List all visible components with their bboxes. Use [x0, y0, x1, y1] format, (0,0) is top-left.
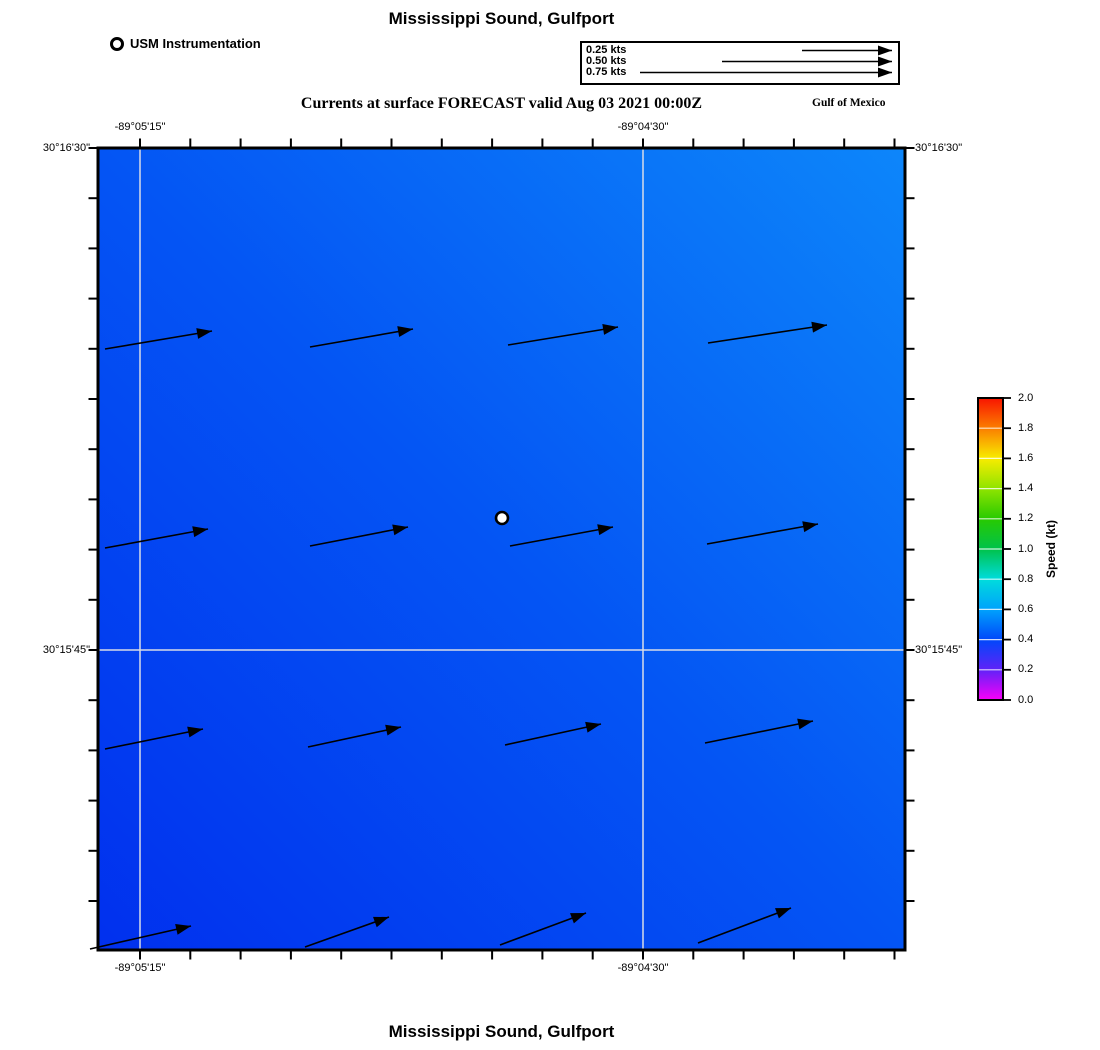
colorbar-tick-label: 1.6 [1018, 451, 1034, 464]
colorbar-tick-label: 0.6 [1018, 602, 1034, 615]
forecast-subtitle: Currents at surface FORECAST valid Aug 0… [300, 95, 703, 112]
x-axis-label-top-2: -89°04'30" [617, 121, 669, 133]
colorbar-tick-label: 1.8 [1018, 421, 1034, 434]
page-title: Mississippi Sound, Gulfport [388, 9, 615, 28]
y-axis-label-right-1: 30°16'30" [915, 142, 963, 154]
x-axis-label-bottom-1: -89°05'15" [114, 962, 166, 974]
scale-row-label: 0.50 kts [586, 55, 627, 67]
colorbar-tick-label: 1.2 [1018, 512, 1034, 525]
x-axis-label-top-1: -89°05'15" [114, 121, 166, 133]
x-axis-label-bottom-2: -89°04'30" [617, 962, 669, 974]
colorbar-tick-label: 0.2 [1018, 663, 1034, 676]
current-scale-legend: 0.25 kts 0.50 kts 0.75 kts [580, 41, 900, 85]
station-legend-label: USM Instrumentation [130, 36, 261, 51]
colorbar-axis-label: Speed (kt) [1044, 519, 1058, 579]
y-axis-label-left-2: 30°15'45" [42, 644, 90, 656]
scale-arrows [640, 45, 892, 78]
scale-row-label: 0.25 kts [586, 44, 627, 56]
region-label: Gulf of Mexico [812, 97, 886, 109]
colorbar-tick-label: 1.4 [1018, 482, 1034, 495]
footer-title: Mississippi Sound, Gulfport [388, 1022, 615, 1041]
y-axis-label-left-1: 30°16'30" [42, 142, 90, 154]
scale-row-label: 0.75 kts [586, 66, 627, 78]
station-marker-icon [110, 36, 124, 51]
colorbar-tick-label: 0.0 [1018, 693, 1034, 706]
colorbar-tick-label: 1.0 [1018, 542, 1034, 555]
station-legend: USM Instrumentation [110, 36, 261, 51]
colorbar-tick-label: 0.8 [1018, 572, 1034, 585]
colorbar-tick-label: 0.4 [1018, 633, 1034, 646]
colorbar-tick-label: 2.0 [1018, 391, 1034, 404]
y-axis-label-right-2: 30°15'45" [915, 644, 963, 656]
